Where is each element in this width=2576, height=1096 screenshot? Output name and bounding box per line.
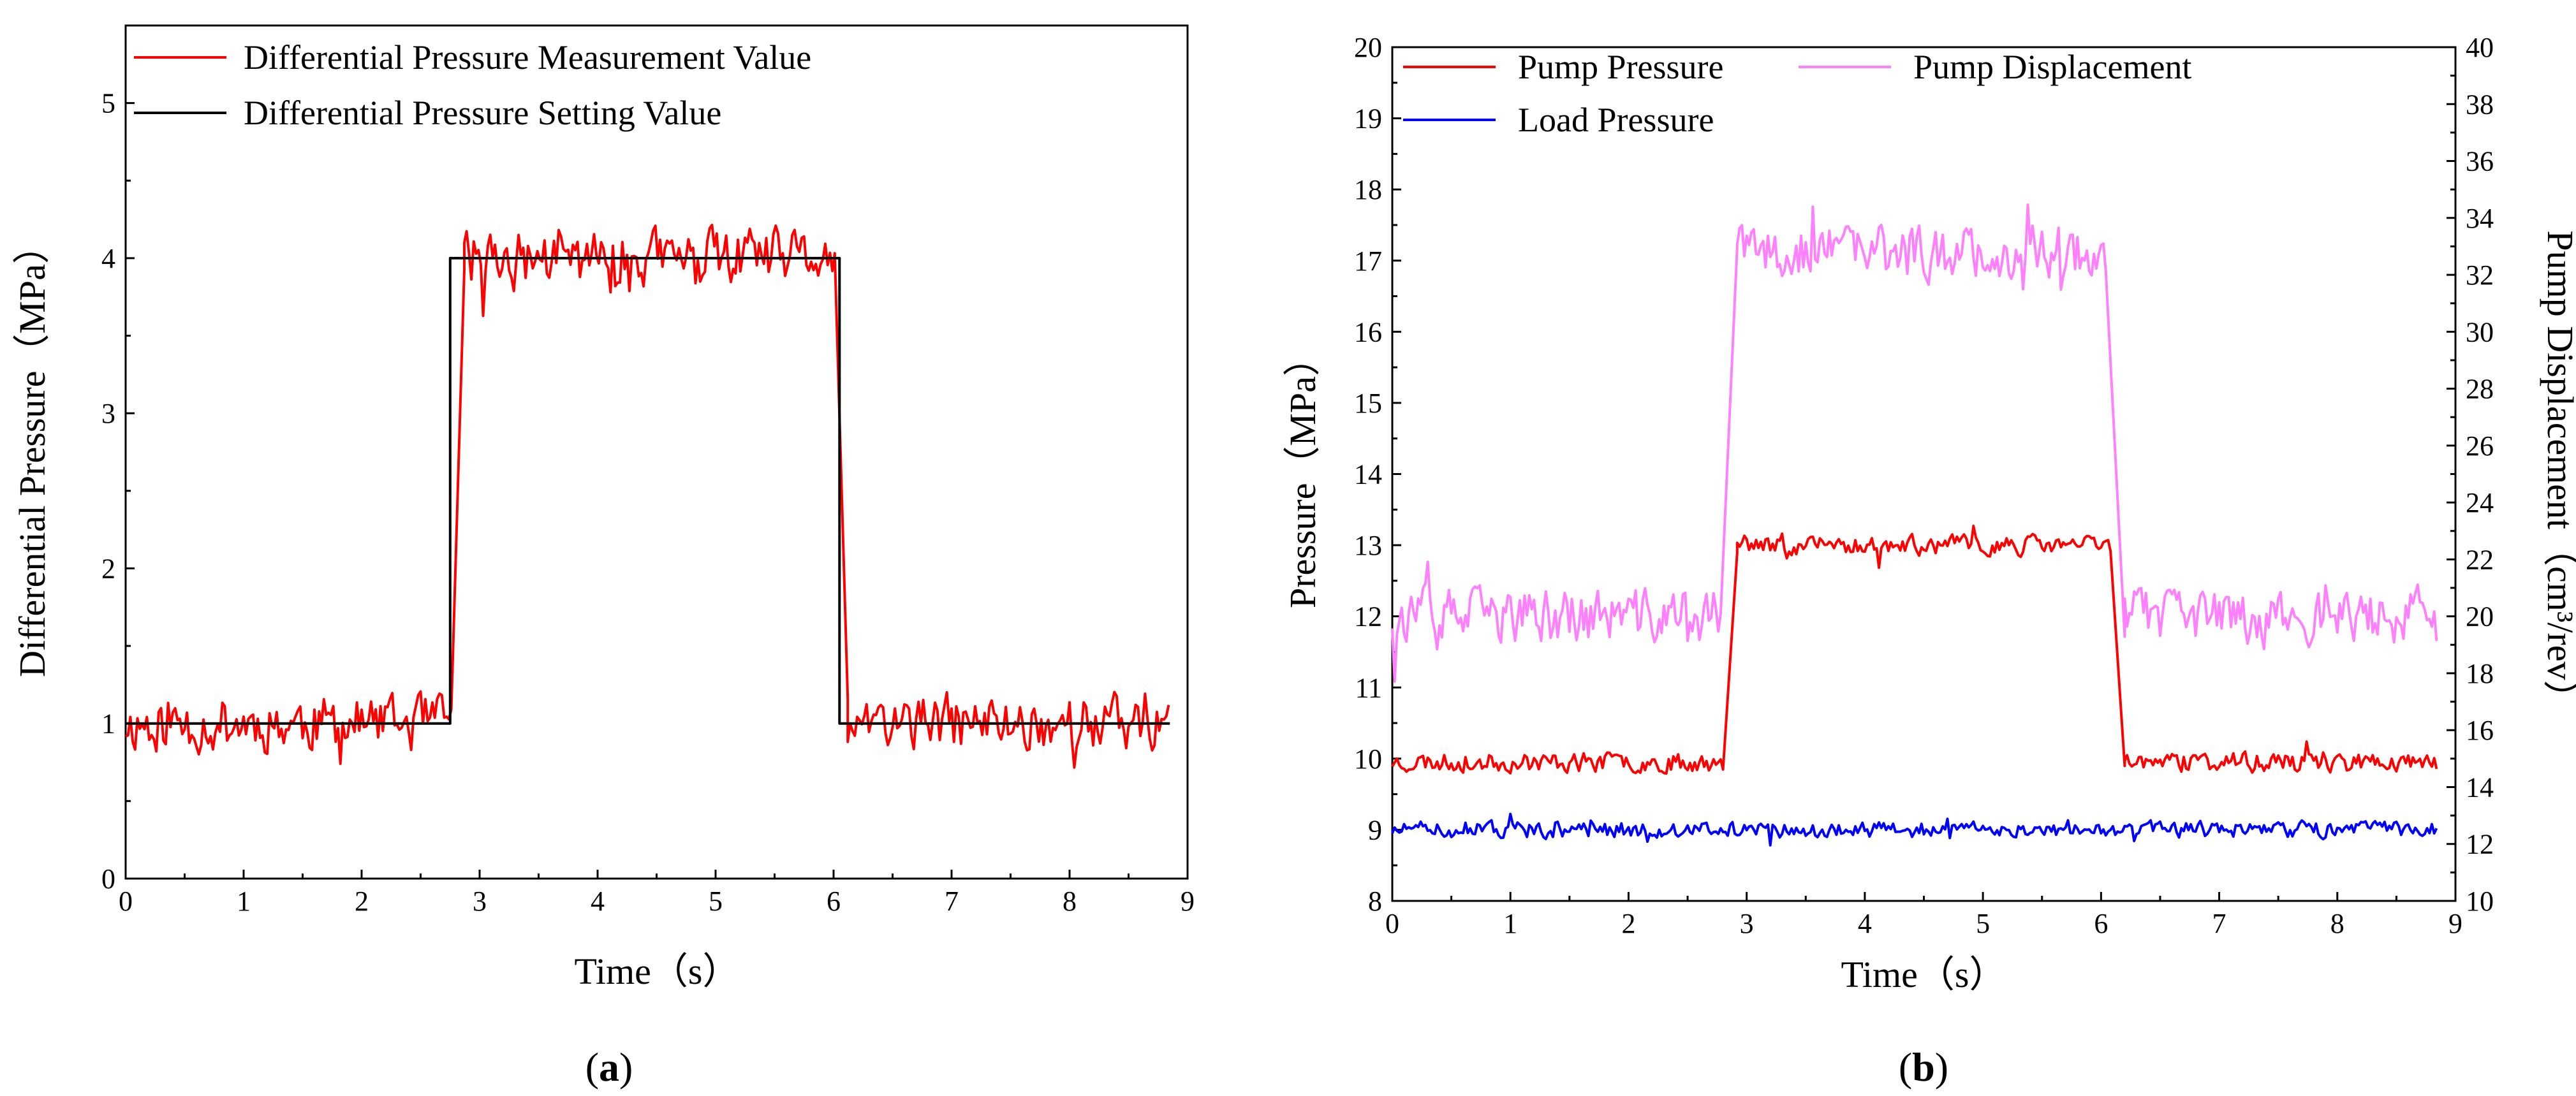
y2-tick-label: 12 — [2466, 829, 2494, 860]
legend-label-setting: Differential Pressure Setting Value — [244, 94, 721, 132]
y-tick-label: 16 — [1354, 316, 1382, 347]
series-line-differential-pressure-measurement-value — [125, 223, 1170, 769]
series-line-pump-displacement — [1391, 203, 2438, 683]
panel-b-left-y-axis: 8 9 10 11 12 13 14 15 16 17 18 19 20 — [1354, 32, 1401, 917]
series-line-load-pressure — [1391, 812, 2438, 847]
y-tick-label: 0 — [101, 863, 115, 895]
y-tick-label: 11 — [1355, 672, 1382, 703]
series-line-differential-pressure-setting-value — [126, 256, 1170, 725]
y2-tick-label: 28 — [2466, 374, 2494, 405]
panel-b-right-y-axis: 10 12 14 16 18 20 22 24 26 28 30 32 34 36 38 40 — [2447, 32, 2494, 917]
x-tick-label: 8 — [2330, 908, 2344, 939]
x-tick-label: 9 — [1181, 886, 1195, 917]
panel-a-series — [125, 223, 1170, 769]
y-tick-label: 1 — [101, 708, 115, 740]
x-tick-label: 9 — [2448, 908, 2462, 939]
x-tick-label: 2 — [355, 886, 369, 917]
y-tick-label: 18 — [1354, 174, 1382, 205]
y2-tick-label: 24 — [2466, 487, 2494, 518]
y-tick-label: 5 — [101, 88, 115, 119]
panel-a-y-axis: 0 1 2 3 4 5 — [101, 88, 135, 895]
panel-a-x-axis: 0 1 2 3 4 5 6 7 8 9 — [119, 870, 1195, 917]
panel-b-x-axis-title: Time（s） — [1841, 954, 2006, 995]
panel-a-label: (a) — [585, 1044, 633, 1090]
panel-b-x-axis: 0 1 2 3 4 5 6 7 8 9 — [1385, 892, 2462, 939]
panel-b-label: (b) — [1899, 1044, 1948, 1090]
y2-tick-label: 36 — [2466, 146, 2494, 177]
x-tick-label: 2 — [1621, 908, 1635, 939]
y2-tick-label: 34 — [2466, 203, 2494, 234]
y2-tick-label: 26 — [2466, 430, 2494, 462]
x-tick-label: 0 — [119, 886, 133, 917]
y2-tick-label: 10 — [2466, 886, 2494, 917]
y2-tick-label: 38 — [2466, 89, 2494, 120]
y-tick-label: 12 — [1354, 601, 1382, 632]
x-tick-label: 6 — [827, 886, 841, 917]
panel-b-y-axis-title: Pressure（MPa） — [1282, 339, 1323, 608]
x-tick-label: 7 — [945, 886, 959, 917]
panel-b-y2-axis-title: Pump Displacement（cm³/rev） — [2540, 230, 2576, 717]
y-tick-label: 15 — [1354, 388, 1382, 419]
legend-label-pump-displacement: Pump Displacement — [1913, 48, 2191, 86]
panel-a-y-axis-title: Differential Pressure（MPa） — [11, 227, 53, 677]
x-tick-label: 5 — [709, 886, 723, 917]
legend-label-load-pressure: Load Pressure — [1518, 101, 1714, 139]
x-tick-label: 6 — [2094, 908, 2108, 939]
y-tick-label: 19 — [1354, 103, 1382, 135]
y-tick-label: 10 — [1354, 743, 1382, 775]
x-tick-label: 4 — [591, 886, 605, 917]
y2-tick-label: 40 — [2466, 32, 2494, 63]
legend-label-pump-pressure: Pump Pressure — [1518, 48, 1724, 86]
y-tick-label: 2 — [101, 553, 115, 584]
y2-tick-label: 18 — [2466, 658, 2494, 689]
x-tick-label: 3 — [473, 886, 487, 917]
y2-tick-label: 32 — [2466, 259, 2494, 291]
y2-tick-label: 14 — [2466, 771, 2494, 803]
y-tick-label: 14 — [1354, 459, 1382, 490]
x-tick-label: 8 — [1063, 886, 1077, 917]
panel-a: 0 1 2 3 4 5 0 1 2 3 4 5 6 7 8 9 Differential Pressure … — [11, 24, 1195, 1090]
x-tick-label: 5 — [1976, 908, 1990, 939]
y-tick-label: 13 — [1354, 530, 1382, 561]
panel-a-x-axis-title: Time（s） — [575, 951, 740, 992]
panel-b-plot-frame — [1391, 46, 2457, 902]
y-tick-label: 8 — [1368, 886, 1382, 917]
y-tick-label: 20 — [1354, 32, 1382, 63]
y2-tick-label: 20 — [2466, 601, 2494, 632]
panel-b-legend: Pump Pressure Pump Displacement Load Pre… — [1403, 48, 2191, 139]
x-tick-label: 4 — [1858, 908, 1872, 939]
y-tick-label: 4 — [101, 243, 115, 274]
y-tick-label: 3 — [101, 398, 115, 429]
x-tick-label: 0 — [1385, 908, 1399, 939]
panel-b-series — [1391, 203, 2438, 847]
x-tick-label: 1 — [1503, 908, 1517, 939]
panel-a-legend: Differential Pressure Measurement Value … — [134, 38, 811, 132]
y2-tick-label: 30 — [2466, 316, 2494, 347]
y2-tick-label: 16 — [2466, 715, 2494, 746]
legend-label-measurement: Differential Pressure Measurement Value — [244, 38, 811, 77]
x-tick-label: 7 — [2212, 908, 2226, 939]
x-tick-label: 1 — [237, 886, 251, 917]
y2-tick-label: 22 — [2466, 544, 2494, 575]
x-tick-label: 3 — [1740, 908, 1754, 939]
y-tick-label: 17 — [1354, 245, 1382, 277]
y-tick-label: 9 — [1368, 814, 1382, 845]
series-line-pump-pressure — [1391, 524, 2438, 775]
